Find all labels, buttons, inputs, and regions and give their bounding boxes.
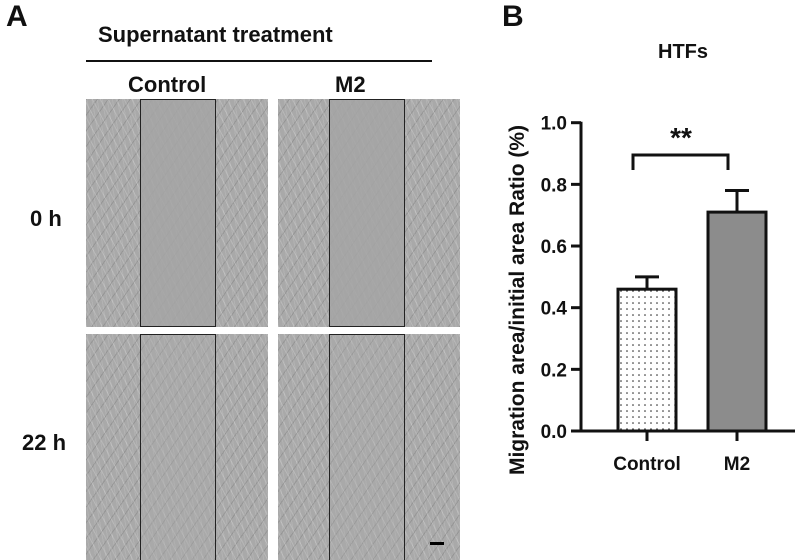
treatment-header: Supernatant treatment bbox=[98, 22, 333, 47]
row-label-0h: 0 h bbox=[30, 206, 62, 231]
significance-label: ** bbox=[670, 122, 692, 153]
row-label-22h: 22 h bbox=[22, 430, 67, 455]
y-tick-label: 0.6 bbox=[541, 237, 567, 258]
bar-control bbox=[616, 287, 678, 433]
y-tick-label: 0.4 bbox=[541, 299, 568, 320]
panel-b-letter: B bbox=[502, 0, 524, 33]
micrograph-m2-22h bbox=[278, 334, 460, 560]
chart-title: HTFs bbox=[658, 41, 708, 63]
column-label-m2: M2 bbox=[335, 72, 366, 97]
micrograph-control-0h bbox=[86, 99, 268, 327]
column-label-control: Control bbox=[128, 72, 207, 97]
bar-m2 bbox=[706, 210, 768, 433]
y-tick-label: 0.8 bbox=[541, 175, 567, 196]
micrograph-m2-0h bbox=[278, 99, 460, 327]
y-tick-label: 1.0 bbox=[541, 114, 567, 135]
micrograph-control-22h bbox=[86, 334, 268, 560]
y-tick-label: 0.0 bbox=[541, 422, 567, 443]
scale-bar bbox=[430, 542, 444, 545]
x-tick-label: Control bbox=[613, 454, 681, 475]
y-tick-label: 0.2 bbox=[541, 360, 567, 381]
panel-a-letter: A bbox=[6, 0, 28, 33]
header-underline bbox=[86, 60, 432, 62]
y-axis-label: Migration area/initial area Ratio (%) bbox=[506, 125, 529, 475]
significance-bracket bbox=[631, 153, 730, 170]
x-tick-label: M2 bbox=[724, 454, 750, 475]
